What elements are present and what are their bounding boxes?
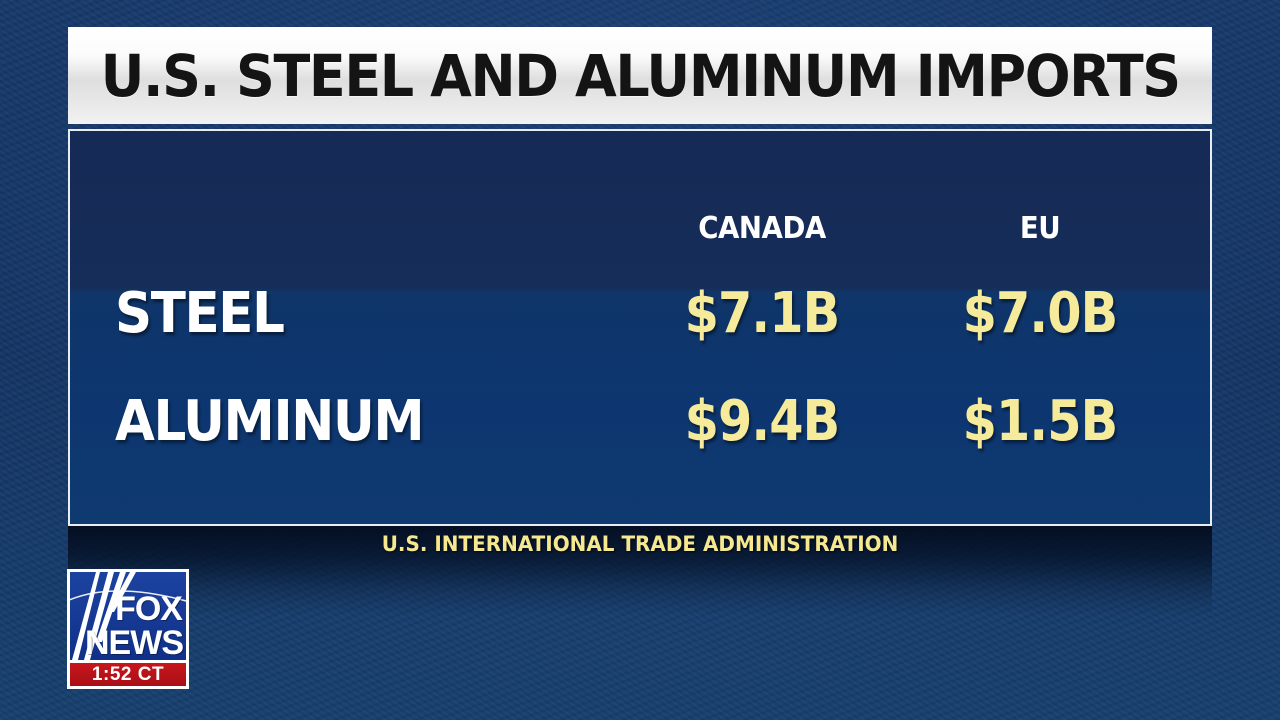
clock-time: 1:52 CT [70, 663, 186, 686]
row-label-aluminum: ALUMINUM [115, 389, 425, 454]
logo-news-text: NEWS [85, 624, 184, 660]
fox-news-logo: FOX NEWS 1:52 CT [67, 569, 189, 689]
aluminum-canada-value: $9.4B [684, 389, 841, 454]
column-header-eu: EU [1019, 211, 1061, 246]
source-credit: U.S. INTERNATIONAL TRADE ADMINISTRATION [381, 532, 899, 556]
source-strip: U.S. INTERNATIONAL TRADE ADMINISTRATION [68, 526, 1212, 616]
column-header-canada: CANADA [698, 211, 826, 246]
logo-fox-text: FOX [115, 590, 183, 628]
searchlight-beams-icon [70, 572, 186, 660]
graphic-title: U.S. STEEL AND ALUMINUM IMPORTS [100, 41, 1181, 110]
imports-table: CANADA EU STEEL $7.1B $7.0B ALUMINUM $9.… [68, 129, 1212, 526]
title-bar: U.S. STEEL AND ALUMINUM IMPORTS [68, 27, 1212, 124]
logo-emblem: FOX NEWS [70, 572, 186, 660]
row-label-steel: STEEL [115, 281, 285, 346]
aluminum-eu-value: $1.5B [962, 389, 1119, 454]
steel-eu-value: $7.0B [962, 281, 1119, 346]
steel-canada-value: $7.1B [684, 281, 841, 346]
